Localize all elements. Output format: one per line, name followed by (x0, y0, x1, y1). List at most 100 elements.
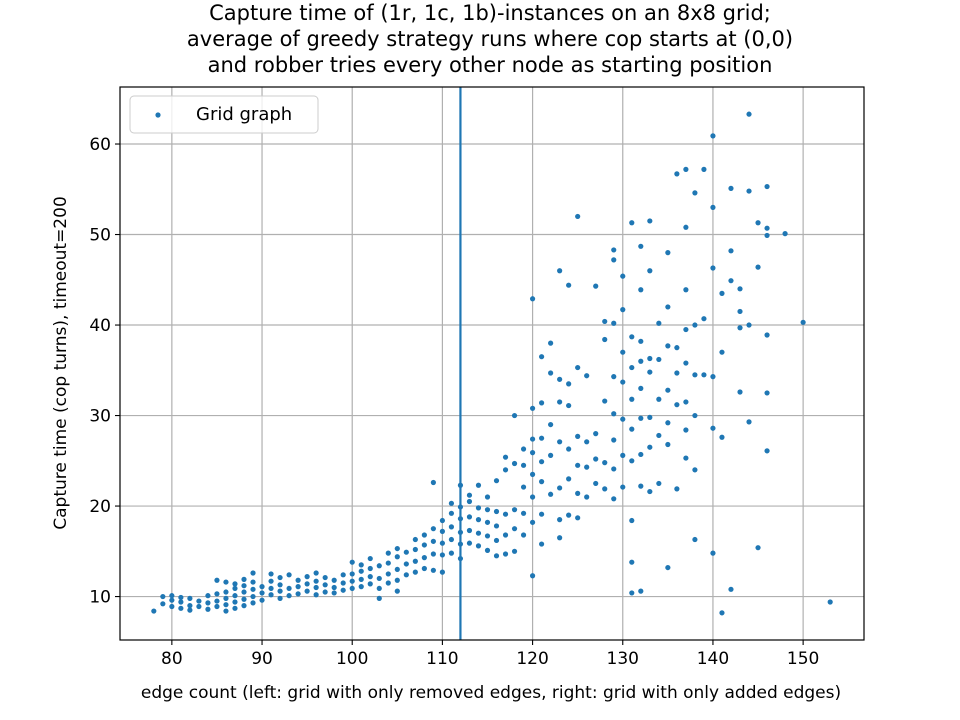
data-point (484, 519, 491, 525)
x-tick-label: 130 (607, 649, 639, 669)
data-point (566, 402, 572, 409)
data-point (539, 459, 545, 465)
data-point (358, 576, 364, 582)
data-point (665, 387, 671, 393)
data-point (602, 336, 608, 343)
data-point (566, 512, 572, 518)
data-point (764, 183, 770, 190)
data-point (539, 511, 545, 517)
data-point (160, 601, 166, 607)
data-point (394, 554, 400, 560)
data-point (539, 435, 545, 441)
data-point (719, 434, 725, 440)
data-point (430, 551, 436, 557)
data-point (692, 536, 698, 543)
data-point (629, 517, 635, 524)
data-point (548, 340, 554, 346)
data-point (250, 600, 256, 606)
chart-title-line-3: and robber tries every other node as sta… (208, 53, 773, 77)
data-point (412, 546, 418, 553)
data-point (737, 325, 743, 331)
data-point (629, 220, 635, 226)
data-point (782, 231, 788, 237)
data-point (575, 490, 581, 496)
data-point (647, 414, 653, 420)
data-point (448, 510, 455, 516)
data-point (349, 585, 355, 592)
data-point (701, 316, 707, 322)
data-point (502, 532, 509, 538)
data-point (665, 343, 671, 349)
data-point (746, 419, 752, 425)
data-point (692, 467, 698, 473)
data-point (529, 296, 536, 302)
data-point (340, 587, 346, 593)
data-point (475, 543, 482, 549)
data-point (439, 552, 445, 558)
x-tick-label: 120 (516, 649, 548, 669)
data-point (268, 571, 274, 577)
data-point (674, 345, 680, 351)
data-point (638, 338, 644, 344)
data-point (178, 594, 184, 601)
y-tick-label: 30 (89, 407, 111, 427)
data-point (764, 448, 770, 454)
y-tick-label: 20 (89, 497, 111, 517)
data-point (394, 566, 400, 573)
data-point (520, 462, 527, 468)
data-point (647, 268, 653, 274)
data-point (421, 555, 427, 561)
x-tick-label: 150 (787, 649, 819, 669)
data-point (692, 190, 698, 196)
data-point (223, 589, 229, 595)
data-point (241, 603, 247, 609)
data-point (584, 464, 590, 470)
data-point (259, 590, 265, 596)
data-point (557, 439, 563, 445)
data-point (566, 381, 572, 387)
data-point (566, 476, 572, 482)
data-point (566, 282, 572, 288)
data-point (620, 416, 626, 422)
x-tick-label: 110 (426, 649, 458, 669)
data-point (511, 412, 518, 419)
data-point (340, 580, 346, 586)
data-point (683, 399, 689, 405)
data-point (647, 444, 653, 450)
data-point (178, 599, 184, 605)
data-point (719, 349, 725, 355)
data-point (737, 286, 743, 292)
data-point (475, 530, 482, 536)
data-point (593, 456, 599, 462)
data-point (647, 218, 653, 224)
data-point (638, 287, 644, 293)
data-point (584, 439, 590, 445)
x-tick-label: 140 (697, 649, 729, 669)
data-point (529, 405, 536, 411)
data-point (656, 480, 662, 487)
data-point (548, 421, 554, 428)
data-point (629, 364, 635, 371)
data-point (728, 586, 734, 592)
data-point (764, 232, 770, 239)
data-point (665, 441, 671, 448)
data-point (737, 389, 743, 395)
data-point (250, 593, 256, 600)
data-point (286, 585, 292, 592)
chart-title-line-1: Capture time of (1r, 1c, 1b)-instances o… (209, 1, 771, 25)
data-point (548, 491, 554, 497)
y-axis-ticks: 10 20 30 40 50 60 (89, 135, 120, 608)
data-point (656, 356, 662, 363)
data-point (575, 462, 581, 468)
data-point (683, 287, 689, 293)
y-tick-label: 10 (89, 588, 111, 608)
data-point (448, 524, 455, 530)
data-point (349, 559, 355, 565)
data-point (629, 396, 635, 402)
data-point (484, 507, 491, 513)
data-point (430, 567, 436, 573)
data-point (638, 451, 644, 458)
data-point (827, 599, 833, 605)
data-point (439, 528, 445, 534)
